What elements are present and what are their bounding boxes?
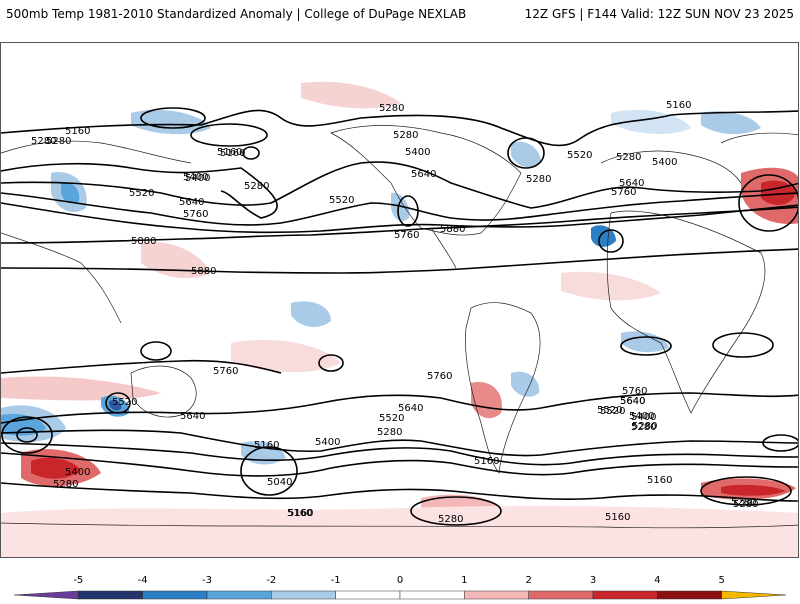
contour-label: 5760 — [622, 386, 647, 397]
contour-label: 5280 — [377, 427, 402, 438]
contour-label: 5280 — [379, 103, 404, 114]
colorbar-segment — [721, 590, 787, 600]
colorbar-tick-label: -4 — [138, 575, 148, 586]
contour-label: 5280 — [438, 514, 463, 525]
contour-label: 5280 — [393, 130, 418, 141]
contour-label: 5520 — [567, 150, 592, 161]
warm-anomaly-shading — [1, 81, 798, 557]
map-title: 500mb Temp 1981-2010 Standardized Anomal… — [6, 7, 467, 21]
contour-label: 5280 — [731, 497, 756, 508]
colorbar-segment — [464, 590, 529, 600]
colorbar-tick-label: -1 — [331, 575, 341, 586]
contour-label: 5400 — [631, 412, 656, 423]
contour-label: 5160 — [474, 456, 499, 467]
contour-label: 5280 — [733, 499, 758, 510]
colorbar-ticks: -5 -4 -3 -2 -1 0 1 2 3 4 5 — [73, 575, 725, 586]
colorbar-segment — [206, 590, 272, 600]
contour-label: 5280 — [53, 479, 78, 490]
contour-label: 5760 — [611, 187, 636, 198]
contour-label: 5400 — [65, 467, 90, 478]
contour-label: 5400 — [652, 157, 677, 168]
colorbar-tick-label: 4 — [654, 575, 660, 586]
contour-label: 5760 — [427, 371, 452, 382]
contour-label: 5880 — [440, 224, 465, 235]
height-contours — [1, 107, 798, 526]
contour-label: 5640 — [619, 178, 644, 189]
model-run-info: 12Z GFS | F144 Valid: 12Z SUN NOV 23 202… — [524, 7, 794, 21]
contour-label: 5280 — [616, 152, 641, 163]
contour-label: 5160 — [254, 440, 279, 451]
contour-label: 5640 — [411, 169, 436, 180]
colorbar-segment — [399, 590, 465, 600]
contour-label: 5400 — [183, 172, 208, 183]
contour-label: 5160 — [647, 475, 672, 486]
contour-label: 5640 — [179, 197, 204, 208]
contour-label: 5400 — [185, 173, 210, 184]
colorbar-tick-label: 2 — [525, 575, 531, 586]
contour-label: 5640 — [180, 411, 205, 422]
colorbar-segment — [335, 590, 401, 600]
contour-label: 5520 — [379, 413, 404, 424]
contour-label: 5520 — [329, 195, 354, 206]
contour-label: 5760 — [213, 366, 238, 377]
contour-label: 5160 — [65, 126, 90, 137]
anomaly-colorbar: -5 -4 -3 -2 -1 0 1 2 3 4 5 — [0, 570, 800, 600]
contour-label: 5160 — [288, 508, 313, 519]
contour-label: 5520 — [597, 405, 622, 416]
contour-label: 5640 — [620, 396, 645, 407]
contour-label: 5280 — [46, 136, 71, 147]
contour-label: 5640 — [620, 396, 645, 407]
colorbar-segment — [78, 590, 143, 600]
colorbar-segment — [271, 590, 336, 600]
colorbar-segment — [142, 590, 208, 600]
contour-label: 5280 — [526, 174, 551, 185]
contour-label: 5400 — [629, 411, 654, 422]
colorbar-tick-label: 1 — [461, 575, 467, 586]
contour-label: 5280 — [31, 136, 56, 147]
colorbar-tick-label: 0 — [397, 575, 403, 586]
contour-label: 5880 — [191, 266, 216, 277]
contour-label: 5760 — [183, 209, 208, 220]
colorbar-segment — [13, 590, 79, 600]
colorbar-tick-label: -5 — [73, 575, 83, 586]
anomaly-map: 5280 5160 5280 5160 5400 5280 5520 5640 … — [0, 42, 799, 558]
contour-label: 5760 — [394, 230, 419, 241]
contour-label: 5280 — [244, 181, 269, 192]
contour-label: 5520 — [129, 188, 154, 199]
colorbar-tick-label: -3 — [202, 575, 212, 586]
colorbar-segment — [657, 590, 722, 600]
contour-label: 5160 — [217, 147, 242, 158]
contour-label: 5880 — [131, 236, 156, 247]
colorbar-tick-label: 3 — [590, 575, 596, 586]
coastlines — [1, 125, 798, 529]
header: 500mb Temp 1981-2010 Standardized Anomal… — [0, 0, 800, 30]
contour-labels: 5280 5160 5280 5160 5400 5280 5520 5640 … — [31, 100, 758, 525]
contour-label: 5160 — [666, 100, 691, 111]
contour-label: 5400 — [315, 437, 340, 448]
colorbar-segments — [13, 590, 787, 600]
contour-label: 5640 — [398, 403, 423, 414]
colorbar-tick-label: -2 — [266, 575, 276, 586]
contour-label: 5520 — [600, 406, 625, 417]
contour-label: 5040 — [267, 477, 292, 488]
contour-label: 5160 — [220, 148, 245, 159]
contour-label: 5280 — [631, 422, 656, 433]
colorbar-svg: -5 -4 -3 -2 -1 0 1 2 3 4 5 — [13, 575, 787, 600]
colorbar-segment — [528, 590, 594, 600]
contour-label: 5520 — [112, 397, 137, 408]
map-canvas: 5280 5160 5280 5160 5400 5280 5520 5640 … — [1, 81, 798, 557]
colorbar-tick-label: 5 — [718, 575, 724, 586]
contour-label: 5160 — [287, 508, 312, 519]
contour-label: 5280 — [632, 421, 657, 432]
cold-anomaly-shading — [1, 109, 761, 465]
contour-label: 5160 — [605, 512, 630, 523]
contour-label: 5400 — [405, 147, 430, 158]
colorbar-segment — [592, 590, 658, 600]
